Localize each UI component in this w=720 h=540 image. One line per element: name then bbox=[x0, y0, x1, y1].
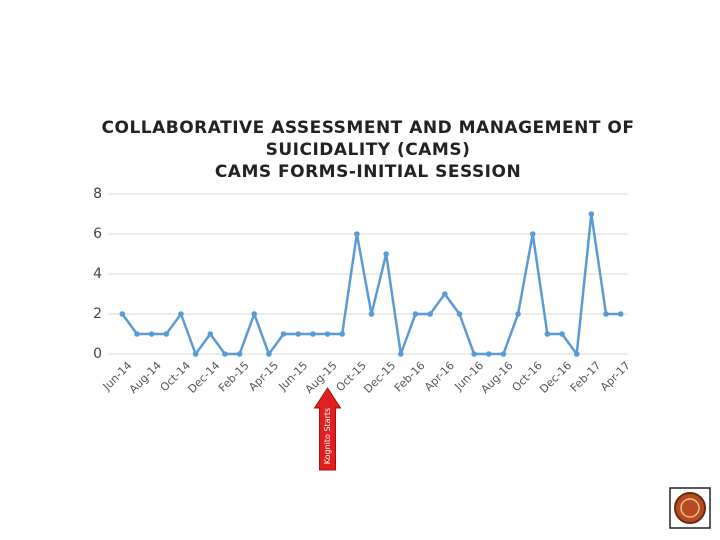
x-tick-label: Aug-15 bbox=[303, 359, 340, 396]
x-tick-label: Dec-14 bbox=[185, 359, 222, 396]
annotation-arrow bbox=[313, 387, 342, 471]
point bbox=[515, 311, 521, 317]
point bbox=[236, 351, 243, 357]
point bbox=[588, 211, 595, 217]
y-tick-label: 4 bbox=[93, 266, 102, 282]
y-tick-label: 2 bbox=[93, 306, 102, 322]
point bbox=[266, 351, 272, 357]
point bbox=[192, 351, 199, 357]
x-tick-label: Apr-17 bbox=[598, 359, 633, 394]
point bbox=[427, 311, 433, 317]
point bbox=[310, 331, 316, 337]
logo bbox=[669, 487, 711, 529]
point bbox=[559, 331, 565, 337]
point bbox=[544, 331, 551, 337]
y-tick-label: 6 bbox=[93, 226, 102, 242]
point bbox=[354, 231, 360, 237]
point bbox=[529, 231, 536, 237]
point bbox=[573, 351, 580, 357]
point bbox=[339, 331, 345, 337]
point bbox=[485, 351, 492, 357]
x-tick-label: Feb-17 bbox=[568, 359, 604, 395]
x-tick-label: Aug-16 bbox=[478, 359, 515, 396]
point bbox=[500, 351, 507, 357]
point bbox=[207, 331, 214, 337]
x-tick-label: Apr-16 bbox=[422, 359, 457, 394]
point bbox=[456, 311, 463, 317]
y-tick-label: 0 bbox=[93, 346, 102, 362]
point bbox=[603, 311, 609, 317]
point bbox=[412, 311, 419, 317]
annotation: Kognito Starts bbox=[323, 408, 332, 464]
point bbox=[441, 291, 448, 297]
x-tick-label: Aug-14 bbox=[127, 359, 164, 396]
point bbox=[222, 351, 228, 357]
point bbox=[119, 311, 126, 317]
point bbox=[398, 351, 404, 357]
chart-title: CAMS FORMS-INITIAL SESSION bbox=[215, 162, 521, 182]
point bbox=[295, 331, 302, 337]
chart-title: COLLABORATIVE ASSESSMENT AND MANAGEMENT … bbox=[102, 118, 635, 138]
y-tick-label: 8 bbox=[93, 186, 102, 202]
x-tick-label: Dec-15 bbox=[361, 359, 398, 396]
point bbox=[163, 331, 170, 337]
point bbox=[617, 311, 624, 317]
point bbox=[368, 311, 375, 317]
point bbox=[178, 311, 184, 317]
x-tick-label: Apr-15 bbox=[246, 359, 281, 394]
point bbox=[251, 311, 258, 317]
point bbox=[280, 331, 287, 337]
point bbox=[324, 331, 331, 337]
chart-title: SUICIDALITY (CAMS) bbox=[266, 140, 471, 160]
point bbox=[471, 351, 477, 357]
point bbox=[134, 331, 140, 337]
point bbox=[383, 251, 389, 257]
x-tick-label: Feb-15 bbox=[216, 359, 252, 395]
x-tick-label: Dec-16 bbox=[537, 359, 574, 396]
x-tick-label: Feb-16 bbox=[392, 359, 428, 395]
point bbox=[148, 331, 155, 337]
